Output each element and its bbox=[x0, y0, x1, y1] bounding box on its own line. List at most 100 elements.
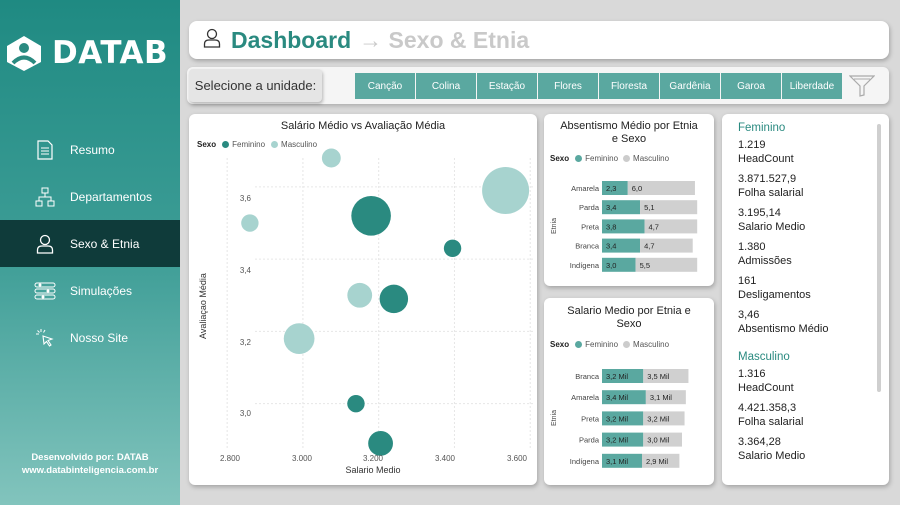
bar-feminino[interactable] bbox=[602, 257, 636, 272]
stat-value: 3.195,14 bbox=[738, 207, 781, 219]
stat-label: Desligamentos bbox=[738, 289, 811, 301]
unit-button[interactable]: Liberdade bbox=[782, 73, 842, 99]
unit-button[interactable]: Gardênia bbox=[660, 73, 720, 99]
nav-item-departamentos[interactable]: Departamentos bbox=[0, 173, 180, 220]
bar-feminino[interactable] bbox=[602, 453, 642, 468]
bar-label-masculino: 4,7 bbox=[644, 242, 654, 251]
legend-feminino: Feminino bbox=[585, 340, 619, 349]
y-tick: 3,6 bbox=[240, 194, 252, 203]
bar-masculino[interactable] bbox=[640, 200, 698, 215]
bar-feminino[interactable] bbox=[602, 432, 644, 447]
bar-masculino[interactable] bbox=[644, 219, 698, 234]
scatter-point-feminino[interactable] bbox=[351, 196, 391, 236]
legend-title: Sexo bbox=[550, 340, 570, 349]
scatter-point-feminino[interactable] bbox=[368, 430, 393, 456]
bar-label-feminino: 3,1 Mil bbox=[606, 457, 628, 466]
bar-masculino[interactable] bbox=[645, 390, 686, 405]
bar-masculino[interactable] bbox=[627, 181, 695, 195]
stat-label: HeadCount bbox=[738, 382, 794, 394]
bar-feminino[interactable] bbox=[602, 219, 645, 234]
page-subtitle: → Sexo & Etnia bbox=[359, 26, 530, 53]
unit-button[interactable]: Floresta bbox=[599, 73, 659, 99]
scatter-point-masculino[interactable] bbox=[347, 282, 373, 308]
category-label: Preta bbox=[581, 414, 600, 423]
nav-item-nosso-site[interactable]: Nosso Site bbox=[0, 314, 180, 361]
unit-button[interactable]: Colina bbox=[416, 73, 476, 99]
nav-item-sexo-etnia[interactable]: Sexo & Etnia bbox=[0, 220, 180, 267]
footer-developer: Desenvolvido por: DATAB bbox=[31, 452, 149, 463]
bar-masculino[interactable] bbox=[635, 257, 698, 272]
bar-feminino[interactable] bbox=[602, 200, 641, 215]
stats-head-feminino: Feminino bbox=[738, 122, 786, 134]
bar-feminino[interactable] bbox=[602, 369, 644, 383]
bar-label-feminino: 3,2 Mil bbox=[606, 414, 628, 423]
bar-masculino[interactable] bbox=[643, 411, 685, 426]
brand-logo: DATAB bbox=[4, 34, 168, 72]
y-tick: 3,4 bbox=[240, 266, 252, 275]
scatter-point-feminino[interactable] bbox=[443, 239, 462, 258]
legend-dot-feminino bbox=[575, 341, 583, 348]
y-tick: 3,2 bbox=[240, 338, 252, 347]
bar-feminino[interactable] bbox=[602, 411, 644, 426]
unit-button[interactable]: Garoa bbox=[721, 73, 781, 99]
x-tick: 3.000 bbox=[292, 454, 313, 463]
bar-masculino[interactable] bbox=[640, 238, 693, 253]
bar-masculino[interactable] bbox=[641, 453, 680, 468]
absent-title-line1: Absentismo Médio por Etnia bbox=[560, 120, 698, 132]
bar-feminino[interactable] bbox=[602, 181, 628, 195]
unit-button[interactable]: Estação bbox=[477, 73, 537, 99]
category-label: Parda bbox=[579, 436, 600, 445]
scatter-point-masculino[interactable] bbox=[482, 167, 530, 215]
bar-label-feminino: 3,4 bbox=[606, 242, 616, 251]
stat-label: Folha salarial bbox=[738, 416, 804, 428]
scatter-title: Salário Médio vs Avaliação Média bbox=[280, 120, 446, 132]
scrollbar[interactable] bbox=[877, 124, 881, 392]
unit-button[interactable]: Flores bbox=[538, 73, 598, 99]
legend-title: Sexo bbox=[197, 140, 217, 149]
unit-selector-label: Selecione a unidade: bbox=[189, 69, 322, 102]
category-label: Branca bbox=[575, 372, 600, 381]
nav-item-simulacoes[interactable]: Simulações bbox=[0, 267, 180, 314]
bar-label-feminino: 3,4 Mil bbox=[606, 393, 628, 402]
bar-label-masculino: 5,1 bbox=[644, 203, 654, 212]
bar-label-masculino: 4,7 bbox=[649, 222, 659, 231]
bar-label-feminino: 3,0 bbox=[606, 261, 616, 270]
stat-value: 1.316 bbox=[738, 368, 766, 380]
scatter-point-masculino[interactable] bbox=[283, 323, 315, 354]
stat-label: Admissões bbox=[738, 255, 792, 267]
bar-masculino[interactable] bbox=[643, 369, 689, 383]
salary-title-line2: Sexo bbox=[616, 318, 642, 330]
bar-feminino[interactable] bbox=[602, 238, 641, 253]
absent-chart: Etnia Amarela 2,3 6,0 Parda 3,4 5,1 Preta 3,8 4,… bbox=[551, 181, 698, 272]
stat-item: 4.421.358,3 Folha salarial bbox=[738, 401, 878, 429]
bar-label-masculino: 3,2 Mil bbox=[647, 414, 669, 423]
bar-label-feminino: 3,2 Mil bbox=[606, 372, 628, 381]
legend-title: Sexo bbox=[550, 154, 570, 163]
person-icon bbox=[203, 28, 221, 53]
scatter-point-masculino[interactable] bbox=[241, 214, 259, 232]
scatter-point-feminino[interactable] bbox=[379, 284, 409, 314]
bar-label-masculino: 5,5 bbox=[640, 261, 650, 270]
filter-icon[interactable] bbox=[848, 75, 876, 102]
y-tick: 3,0 bbox=[240, 409, 252, 418]
bar-label-feminino: 3,4 bbox=[606, 203, 616, 212]
org-chart-icon bbox=[34, 186, 56, 208]
legend-feminino: Feminino bbox=[232, 140, 266, 149]
scatter-legend: Sexo Feminino Masculino bbox=[197, 140, 317, 149]
bar-label-masculino: 3,5 Mil bbox=[647, 372, 669, 381]
x-axis-label: Salario Medio bbox=[345, 465, 400, 475]
nav-item-resumo[interactable]: Resumo bbox=[0, 126, 180, 173]
category-label: Amarela bbox=[571, 184, 600, 193]
stat-item: 3.364,28 Salario Medio bbox=[738, 435, 878, 463]
unit-button[interactable]: Canção bbox=[355, 73, 415, 99]
bar-feminino[interactable] bbox=[602, 390, 646, 405]
nav-label: Resumo bbox=[70, 142, 115, 157]
footer-website[interactable]: www.databinteligencia.com.br bbox=[21, 465, 159, 476]
nav-label: Simulações bbox=[70, 283, 133, 298]
sidebar: DATAB Resumo Departamentos Sexo & Etnia … bbox=[0, 0, 180, 505]
bar-label-masculino: 3,1 Mil bbox=[650, 393, 672, 402]
bar-masculino[interactable] bbox=[643, 432, 682, 447]
scatter-point-masculino[interactable] bbox=[321, 148, 341, 168]
scatter-point-feminino[interactable] bbox=[347, 394, 365, 413]
cursor-click-icon bbox=[34, 327, 56, 349]
